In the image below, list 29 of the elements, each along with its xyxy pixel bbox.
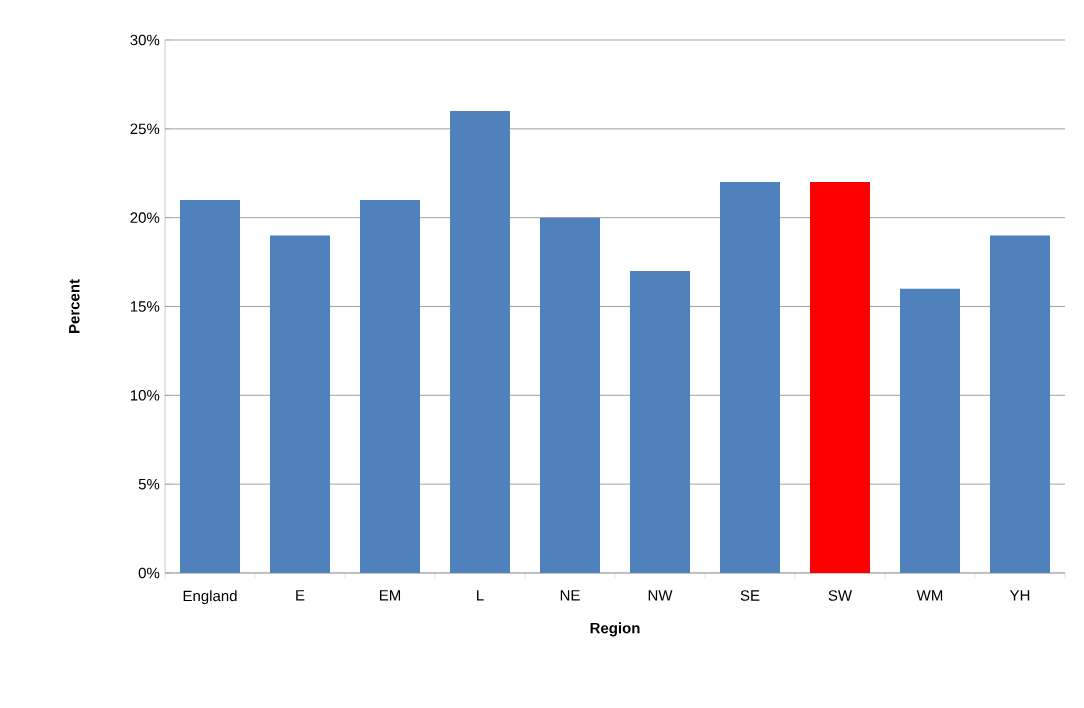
x-tick-label: EM [379, 590, 401, 601]
y-axis-title: Percent [69, 279, 80, 333]
bar [810, 182, 870, 573]
bar [720, 182, 780, 573]
x-tick-label: NE [560, 590, 580, 601]
x-tick-label: E [296, 590, 305, 601]
x-tick-label: SW [828, 590, 853, 601]
bar [630, 270, 690, 573]
y-tick-label: 15% [130, 301, 160, 312]
x-axis-title: Region [590, 622, 640, 637]
bar [540, 217, 600, 573]
x-tick-label: WM [916, 590, 943, 601]
x-tick-label: NW [648, 590, 673, 601]
bar [990, 235, 1050, 573]
x-tick-label: SE [740, 590, 760, 601]
y-tick-label: 25% [130, 123, 160, 135]
bar [360, 199, 420, 573]
y-tick-label: 30% [130, 34, 160, 46]
x-tick-label: L [477, 590, 484, 601]
y-tick-label: 20% [130, 212, 160, 223]
bar [900, 288, 960, 573]
bar [450, 111, 510, 573]
y-tick-label: 5% [138, 478, 160, 490]
bar [180, 199, 241, 573]
x-tick-label: YH [1009, 590, 1030, 601]
x-tick-label: England [183, 590, 237, 605]
y-tick-label: 0% [138, 567, 160, 579]
y-tick-label: 10% [130, 390, 160, 401]
bar [270, 235, 331, 573]
